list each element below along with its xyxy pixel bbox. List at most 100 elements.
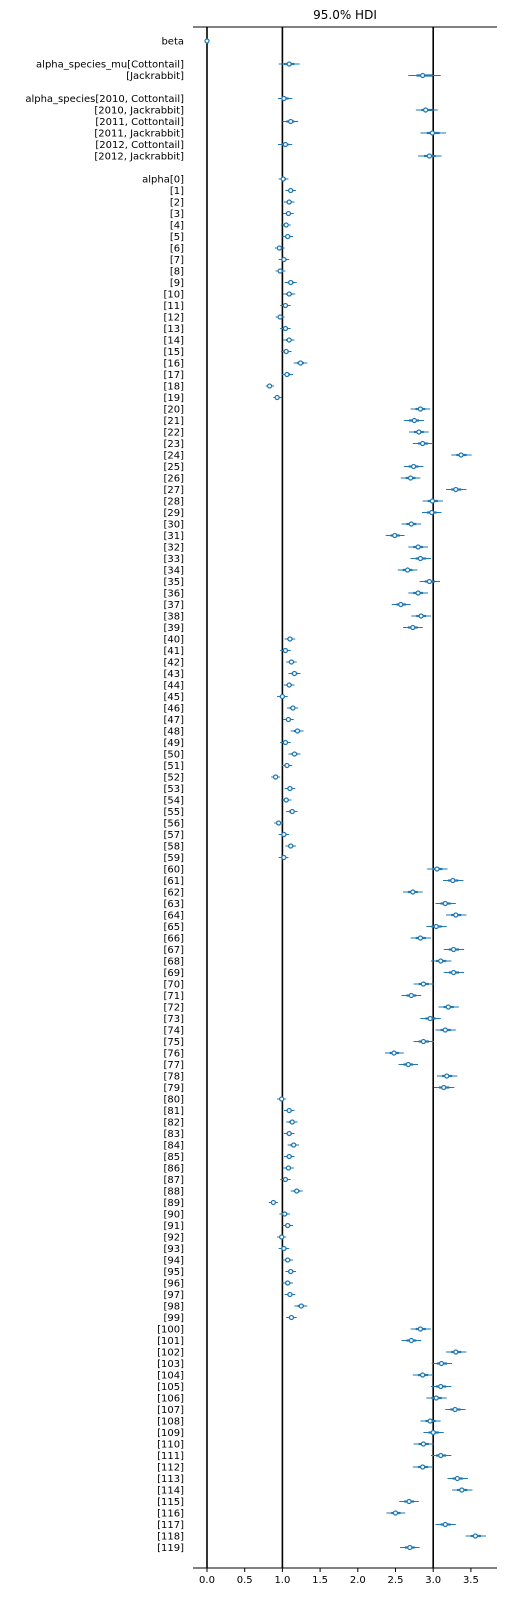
row-label: [92] <box>163 1233 184 1244</box>
row-label: [87] <box>163 1175 184 1186</box>
row-label: [10] <box>163 290 184 301</box>
mean-point <box>392 1510 399 1516</box>
row-label: [106] <box>157 1394 184 1405</box>
mean-point <box>282 1211 288 1217</box>
row-label: [58] <box>163 842 184 853</box>
mean-point <box>288 118 294 125</box>
row-label: [68] <box>163 957 184 968</box>
row-label: [12] <box>163 313 184 324</box>
row-label: alpha_species_mu[Cottontail] <box>36 60 184 71</box>
mean-point <box>282 325 289 332</box>
row-label: [39] <box>163 623 184 634</box>
row-label: [81] <box>163 1106 184 1117</box>
mean-point <box>427 1015 433 1022</box>
row-label: [29] <box>163 508 184 519</box>
row-label: [95] <box>163 1267 184 1278</box>
mean-point <box>472 1533 479 1539</box>
row-label: [85] <box>163 1152 184 1163</box>
axes: 0.0 0.5 1.0 1.5 2.0 2.5 3.0 3.5 <box>193 26 497 1586</box>
row-label: [114] <box>157 1486 184 1497</box>
mean-point <box>442 900 448 907</box>
row-label: [59] <box>163 853 184 864</box>
row-label: [100] <box>157 1325 184 1336</box>
row-label: [56] <box>163 819 184 830</box>
row-label: [32] <box>163 543 184 554</box>
row-label: [2011, Cottontail] <box>95 117 184 128</box>
row-label: [45] <box>163 692 184 703</box>
mean-point <box>284 762 290 769</box>
row-label: [8] <box>170 267 184 278</box>
mean-point <box>294 1188 300 1194</box>
mean-point <box>420 440 426 447</box>
mean-point <box>417 1326 423 1332</box>
row-label: [9] <box>170 278 184 289</box>
mean-point <box>282 1176 289 1183</box>
row-label: [104] <box>157 1371 184 1382</box>
mean-point <box>285 1222 291 1229</box>
mean-point <box>410 889 416 895</box>
row-label: [76] <box>163 1049 184 1060</box>
mean-point <box>433 923 439 930</box>
mean-point <box>420 1441 426 1447</box>
row-label: [2012, Cottontail] <box>95 140 184 151</box>
row-label: [27] <box>163 485 184 496</box>
row-label: [118] <box>157 1532 184 1543</box>
row-label: [33] <box>163 554 184 565</box>
mean-point <box>420 1372 426 1378</box>
mean-point <box>286 1130 292 1137</box>
mean-point <box>277 314 283 320</box>
mean-point <box>453 1349 459 1355</box>
row-label: [43] <box>163 669 184 680</box>
row-label: [36] <box>163 589 184 600</box>
mean-point <box>450 969 457 976</box>
row-label: [2011, Jackrabbit] <box>94 129 184 140</box>
row-label: [23] <box>163 439 184 450</box>
row-label: [84] <box>163 1141 184 1152</box>
chart-title: 95.0% HDI <box>313 8 377 22</box>
reference-lines <box>206 27 435 1568</box>
mean-point <box>291 751 298 757</box>
row-label: [96] <box>163 1279 184 1290</box>
x-tick-label: 1.5 <box>312 1575 328 1586</box>
mean-point <box>417 406 423 412</box>
mean-point <box>279 1096 285 1102</box>
row-label: [103] <box>157 1359 184 1370</box>
row-label: [1] <box>170 186 184 197</box>
row-label: [2012, Jackrabbit] <box>94 152 184 163</box>
row-label: [93] <box>163 1244 184 1255</box>
mean-point <box>286 291 292 297</box>
row-labels: beta alpha_species_mu[Cottontail][Jackrab… <box>25 37 184 1555</box>
mean-point <box>420 72 426 79</box>
row-label: [94] <box>163 1256 184 1267</box>
mean-point <box>282 647 289 654</box>
mean-point <box>429 130 436 136</box>
mean-point <box>453 912 459 918</box>
row-label: [16] <box>163 359 184 370</box>
row-label: [38] <box>163 612 184 623</box>
mean-point <box>423 107 429 113</box>
mean-point <box>285 1165 292 1171</box>
mean-point <box>287 1291 293 1298</box>
mean-point <box>430 1429 436 1436</box>
row-label: [35] <box>163 577 184 588</box>
mean-point <box>291 1142 297 1148</box>
mean-point <box>438 1452 444 1459</box>
row-label: [67] <box>163 945 184 956</box>
row-label: [44] <box>163 681 184 692</box>
row-label: [83] <box>163 1129 184 1140</box>
mean-point <box>445 1004 451 1010</box>
row-label: [90] <box>163 1210 184 1221</box>
x-tick-label: 3.5 <box>463 1575 479 1586</box>
row-label: [64] <box>163 911 184 922</box>
x-tick-label: 2.5 <box>388 1575 404 1586</box>
row-label: [28] <box>163 497 184 508</box>
mean-point <box>415 590 421 596</box>
mean-point <box>392 532 398 539</box>
row-label: [88] <box>163 1187 184 1198</box>
x-tick-label: 0.0 <box>199 1575 215 1586</box>
x-tick-label: 2.0 <box>350 1575 366 1586</box>
row-label: [30] <box>163 520 184 531</box>
mean-point <box>442 1521 448 1528</box>
mean-point <box>281 95 287 102</box>
row-label: [116] <box>157 1509 184 1520</box>
